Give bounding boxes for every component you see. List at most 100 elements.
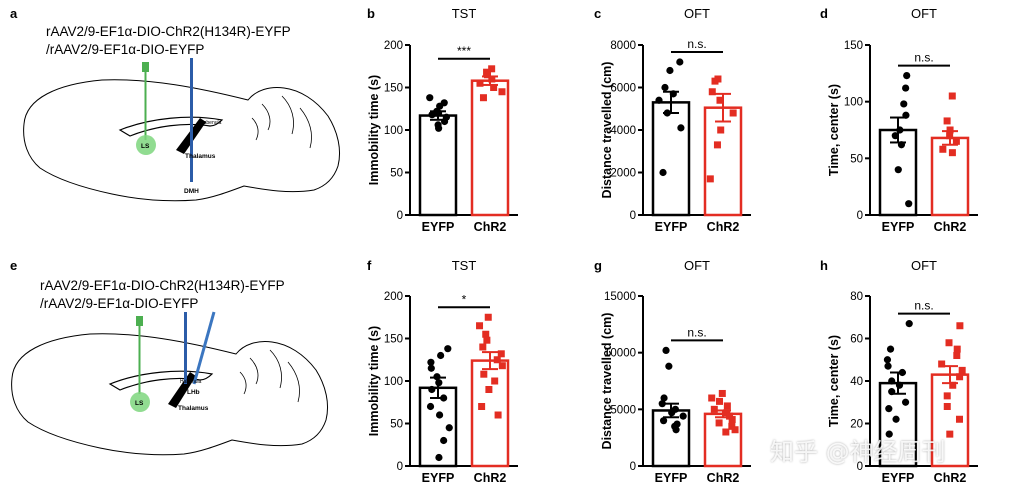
brain-outline-e — [11, 333, 329, 456]
x-tick-label-eyfp: EYFP — [882, 220, 915, 234]
y-tick-label: 150 — [844, 40, 863, 52]
y-tick-label: 50 — [390, 168, 403, 180]
data-point-eyfp — [896, 126, 904, 134]
data-point-chr2 — [493, 356, 501, 364]
data-point-chr2 — [476, 322, 484, 330]
y-tick-label: 5000 — [610, 404, 636, 416]
y-tick-label: 200 — [384, 40, 403, 52]
data-point-chr2 — [943, 117, 951, 125]
data-point-chr2 — [956, 373, 964, 381]
data-point-eyfp — [663, 109, 671, 117]
data-point-chr2 — [716, 96, 724, 104]
data-point-eyfp — [679, 412, 687, 420]
data-point-chr2 — [706, 175, 714, 183]
data-point-eyfp — [660, 394, 668, 402]
data-point-chr2 — [949, 381, 957, 389]
target-label-e: LHb — [187, 389, 200, 396]
y-axis-label-f: Immobility time (s) — [367, 326, 381, 436]
data-point-eyfp — [655, 96, 663, 104]
data-point-chr2 — [488, 75, 496, 83]
chart-panel-d: d OFT Time, center (s) 0 50 100 150 EYFP ChR2 n.s… — [820, 6, 978, 234]
y-axis-label-g: Distance travelled (cm) — [600, 313, 614, 450]
bar-chr2 — [703, 106, 743, 217]
data-point-eyfp — [901, 398, 910, 406]
y-tick-label: 2000 — [610, 168, 636, 180]
x-tick-label-eyfp: EYFP — [422, 220, 455, 234]
cerebellum-folds-a — [251, 95, 312, 149]
data-point-eyfp — [884, 362, 892, 370]
optic-fiber-e-vertical — [184, 312, 187, 384]
data-point-eyfp — [435, 124, 443, 132]
optic-fiber-a — [190, 58, 193, 182]
data-point-eyfp — [886, 345, 895, 353]
chart-panel-f: f TST Immobility time (s) 0 50 100 150 200 EYFP C… — [367, 258, 518, 485]
data-point-chr2 — [490, 84, 498, 91]
panel-label-e: e — [10, 258, 17, 273]
y-tick-label: 200 — [384, 291, 403, 303]
data-point-chr2 — [483, 336, 491, 344]
y-tick-label: 80 — [850, 291, 863, 303]
habenula-label-a: Habenula — [200, 120, 222, 126]
data-point-eyfp — [885, 405, 893, 413]
panel-label-g: g — [594, 258, 602, 273]
data-point-chr2 — [716, 397, 724, 405]
data-point-eyfp — [659, 417, 668, 425]
y-tick-label: 50 — [850, 153, 863, 165]
schematic-a: a rAAV2/9-EF1α-DIO-ChR2(H134R)-EYFP /rAA… — [10, 6, 341, 202]
data-point-chr2 — [943, 392, 951, 400]
data-point-eyfp — [669, 90, 677, 98]
chart-title-h: OFT — [911, 258, 937, 273]
data-point-chr2 — [938, 360, 946, 368]
habenula-label-e: Habenula — [180, 379, 202, 385]
data-point-chr2 — [488, 65, 496, 73]
data-point-chr2 — [723, 402, 731, 410]
virus-label-line1-a: rAAV2/9-EF1α-DIO-ChR2(H134R)-EYFP — [46, 24, 291, 39]
data-point-chr2 — [480, 370, 488, 378]
panel-label-a: a — [10, 6, 18, 21]
x-tick-label-chr2: ChR2 — [474, 471, 507, 485]
bar-eyfp — [651, 101, 691, 217]
bar-chr2 — [470, 79, 510, 217]
injection-needle-head-a — [142, 62, 149, 72]
data-point-chr2 — [956, 322, 964, 330]
x-tick-label-chr2: ChR2 — [934, 471, 967, 485]
data-point-chr2 — [729, 109, 737, 117]
injection-needle-e — [138, 322, 141, 394]
data-point-eyfp — [427, 358, 435, 366]
watermark: 知乎 @神经周刊 — [770, 438, 946, 466]
data-point-chr2 — [713, 141, 721, 149]
data-point-eyfp — [668, 409, 676, 417]
y-tick-label: 20 — [850, 419, 863, 431]
target-label-a: DMH — [184, 188, 199, 195]
data-point-chr2 — [946, 126, 954, 134]
bar-chr2 — [470, 359, 510, 468]
data-point-eyfp — [666, 66, 674, 75]
significance-label: n.s. — [914, 299, 933, 313]
data-point-eyfp — [888, 377, 896, 385]
data-point-eyfp — [440, 394, 448, 402]
y-tick-label: 0 — [857, 210, 863, 222]
data-point-chr2 — [484, 71, 492, 79]
data-point-eyfp — [905, 320, 913, 328]
chart-panel-h: h OFT Time, center (s) 0 20 40 60 80 EYFP ChR2 n.s… — [820, 258, 978, 485]
chart-panel-g: g OFT Distance travelled (cm) 0 5000 10000 150… — [594, 258, 751, 485]
x-tick-label-eyfp: EYFP — [882, 471, 915, 485]
data-point-chr2 — [485, 386, 493, 393]
data-point-chr2 — [482, 330, 490, 338]
data-point-chr2 — [715, 419, 723, 427]
data-point-eyfp — [662, 346, 670, 354]
data-point-eyfp — [903, 72, 911, 80]
data-point-eyfp — [677, 124, 685, 132]
data-point-chr2 — [479, 94, 487, 102]
data-point-eyfp — [435, 453, 443, 462]
data-point-eyfp — [426, 94, 434, 102]
data-point-chr2 — [939, 145, 947, 153]
y-tick-label: 8000 — [610, 40, 636, 52]
data-point-eyfp — [894, 166, 902, 174]
data-point-eyfp — [898, 368, 906, 377]
data-point-eyfp — [444, 345, 452, 353]
y-tick-label: 40 — [850, 376, 863, 388]
panel-label-d: d — [820, 6, 828, 21]
virus-label-line2-a: /rAAV2/9-EF1α-DIO-EYFP — [46, 42, 204, 57]
significance-label: n.s. — [687, 325, 706, 339]
